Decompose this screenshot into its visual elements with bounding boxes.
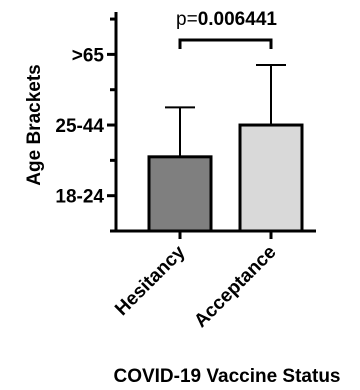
chart-bars (147, 123, 304, 233)
bar-acceptance (238, 123, 304, 233)
p-value-prefix: p= (176, 9, 198, 30)
y-axis-ticks: 18-24 25-44 >65 (55, 17, 116, 233)
x-axis-title: COVID-19 Vaccine Status (113, 366, 340, 387)
significance-annotation: p=0.006441 (176, 9, 277, 49)
bar-hesitancy (147, 155, 213, 233)
p-value-number: 0.006441 (198, 9, 278, 30)
x-axis-categories: Hesitancy Acceptance (111, 241, 280, 332)
p-value-label: p=0.006441 (176, 9, 277, 30)
y-tick-label: >65 (72, 45, 105, 66)
chart-error-bars (165, 63, 286, 239)
y-tick-label: 18-24 (55, 187, 104, 208)
x-category-label: Acceptance (190, 242, 280, 332)
x-category-label: Hesitancy (111, 241, 190, 320)
y-tick-label: 25-44 (55, 116, 104, 137)
significance-bracket (178, 38, 273, 49)
y-axis-title: Age Brackets (24, 64, 45, 185)
